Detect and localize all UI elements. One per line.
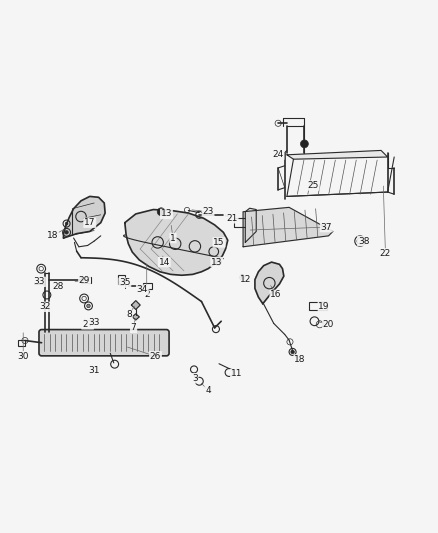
Text: 4: 4 (205, 385, 211, 394)
Circle shape (65, 222, 68, 225)
Text: 32: 32 (39, 302, 51, 311)
Text: 30: 30 (18, 352, 29, 361)
Text: 18: 18 (294, 355, 306, 364)
Circle shape (241, 276, 244, 279)
Text: 20: 20 (323, 320, 334, 329)
Text: 29: 29 (79, 276, 90, 285)
Polygon shape (255, 262, 284, 304)
Polygon shape (287, 150, 388, 159)
Text: 19: 19 (318, 302, 330, 311)
Text: 35: 35 (119, 278, 131, 287)
Text: 13: 13 (161, 209, 172, 219)
Text: 18: 18 (47, 231, 58, 240)
Text: 26: 26 (150, 352, 161, 361)
Text: 17: 17 (84, 218, 95, 227)
Text: 13: 13 (211, 257, 223, 266)
Text: 15: 15 (213, 238, 225, 247)
Text: 23: 23 (202, 207, 214, 216)
Text: 12: 12 (240, 275, 251, 284)
Circle shape (65, 231, 68, 234)
Text: 16: 16 (270, 290, 282, 300)
Text: 21: 21 (226, 214, 238, 223)
Polygon shape (64, 197, 105, 238)
Text: 33: 33 (34, 277, 45, 286)
FancyBboxPatch shape (39, 329, 169, 356)
Polygon shape (131, 301, 140, 310)
Text: 2: 2 (144, 290, 149, 300)
Circle shape (291, 350, 294, 354)
Text: 37: 37 (321, 223, 332, 231)
Polygon shape (125, 209, 228, 275)
Bar (18, 340, 25, 346)
Text: 33: 33 (88, 318, 100, 327)
Text: 11: 11 (231, 369, 242, 378)
Circle shape (300, 140, 308, 148)
Text: 25: 25 (307, 181, 319, 190)
Bar (309, 302, 327, 310)
Text: 22: 22 (380, 249, 391, 258)
Polygon shape (243, 207, 333, 247)
Text: 1: 1 (170, 233, 176, 243)
Text: 3: 3 (192, 374, 198, 383)
Bar (143, 283, 152, 289)
Text: 27: 27 (82, 320, 93, 329)
Circle shape (157, 208, 165, 216)
Text: 28: 28 (53, 282, 64, 290)
Text: 24: 24 (272, 150, 284, 159)
Bar (81, 277, 91, 282)
Text: 8: 8 (126, 310, 132, 319)
Circle shape (87, 304, 90, 308)
Text: 14: 14 (159, 257, 170, 266)
Text: 34: 34 (137, 285, 148, 294)
Text: 38: 38 (358, 237, 369, 246)
Bar (118, 275, 125, 284)
Text: 7: 7 (131, 324, 137, 332)
Text: 31: 31 (88, 366, 100, 375)
Polygon shape (132, 314, 139, 320)
Polygon shape (245, 208, 256, 243)
